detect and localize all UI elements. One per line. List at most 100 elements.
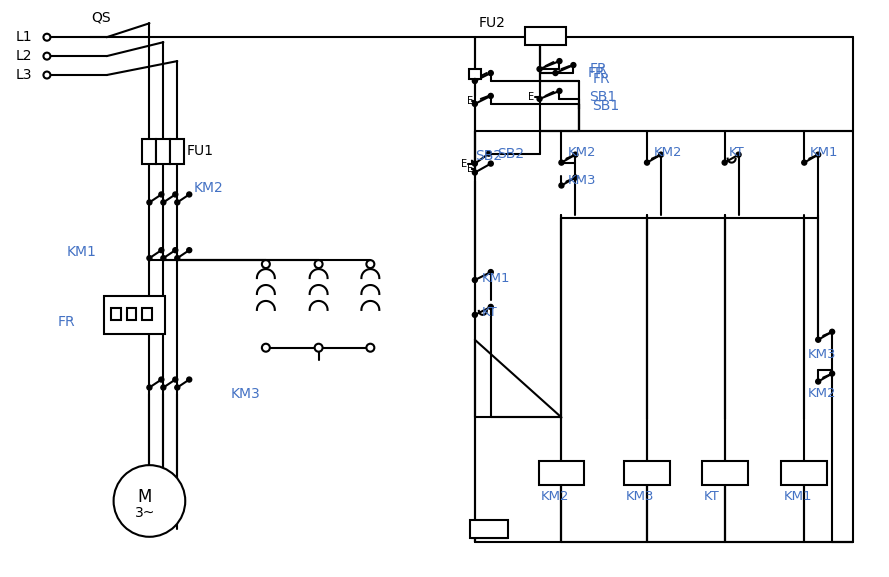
Circle shape (722, 160, 727, 165)
Circle shape (472, 170, 477, 175)
Bar (171, 138, 184, 164)
Text: FR: FR (588, 66, 605, 80)
Circle shape (537, 66, 542, 72)
Text: KM3: KM3 (231, 388, 260, 402)
Text: KM2: KM2 (541, 490, 569, 504)
Circle shape (557, 88, 562, 93)
Circle shape (559, 160, 564, 165)
Circle shape (488, 161, 493, 166)
Circle shape (262, 344, 270, 352)
Circle shape (159, 248, 164, 253)
Circle shape (472, 78, 477, 84)
Bar (624, 461, 670, 485)
Circle shape (114, 465, 185, 537)
Circle shape (366, 260, 374, 268)
Bar (472, 522, 507, 538)
Text: KT: KT (729, 146, 744, 159)
Circle shape (147, 385, 152, 390)
Circle shape (472, 278, 477, 283)
Circle shape (472, 312, 477, 317)
Bar (104, 296, 165, 334)
Circle shape (816, 338, 821, 342)
Circle shape (802, 160, 806, 165)
Bar (142, 138, 156, 164)
Text: SB2: SB2 (497, 147, 524, 160)
Circle shape (187, 248, 192, 253)
Circle shape (44, 33, 51, 41)
Circle shape (553, 70, 558, 76)
Circle shape (557, 59, 562, 63)
Circle shape (366, 344, 374, 352)
Circle shape (172, 377, 178, 382)
Circle shape (488, 305, 493, 309)
Text: KM1: KM1 (67, 245, 97, 259)
Circle shape (559, 183, 564, 188)
Circle shape (829, 371, 835, 376)
Text: L3: L3 (16, 68, 33, 82)
Circle shape (571, 62, 576, 68)
Text: KM3: KM3 (567, 174, 596, 187)
Text: E: E (527, 92, 533, 102)
Text: KM2: KM2 (193, 182, 223, 196)
Bar (525, 27, 566, 45)
Text: FU2: FU2 (479, 16, 506, 30)
Bar (539, 461, 584, 485)
Text: KM3: KM3 (808, 348, 837, 361)
Circle shape (816, 379, 821, 384)
Text: KM3: KM3 (626, 490, 654, 504)
Circle shape (262, 260, 270, 268)
Bar (701, 461, 748, 485)
Text: FU1: FU1 (187, 144, 213, 158)
Circle shape (315, 260, 323, 268)
Text: KM1: KM1 (482, 272, 510, 284)
Circle shape (472, 161, 477, 166)
Circle shape (175, 256, 180, 261)
Circle shape (488, 70, 493, 76)
Circle shape (44, 53, 51, 59)
Text: E: E (467, 96, 473, 106)
Text: KM2: KM2 (808, 387, 837, 400)
Bar (126, 308, 137, 320)
Circle shape (44, 72, 51, 78)
Text: KT: KT (704, 490, 719, 504)
Text: 3~: 3~ (134, 506, 155, 520)
Circle shape (147, 200, 152, 205)
Circle shape (488, 269, 493, 275)
Circle shape (645, 160, 650, 165)
Circle shape (161, 200, 166, 205)
Text: E: E (461, 159, 467, 168)
Circle shape (172, 192, 178, 197)
Bar (781, 461, 827, 485)
Circle shape (816, 152, 821, 157)
Circle shape (172, 248, 178, 253)
Circle shape (472, 102, 477, 106)
Circle shape (159, 377, 164, 382)
Text: KM1: KM1 (810, 146, 838, 159)
Circle shape (573, 175, 578, 180)
Text: FR: FR (592, 72, 610, 86)
Text: E: E (467, 164, 473, 174)
Circle shape (187, 192, 192, 197)
Circle shape (161, 256, 166, 261)
Bar (110, 308, 121, 320)
Text: KM1: KM1 (783, 490, 812, 504)
Text: SB2: SB2 (475, 149, 502, 163)
Bar (470, 520, 508, 538)
Circle shape (659, 152, 663, 157)
Circle shape (488, 93, 493, 99)
Bar (156, 138, 171, 164)
Text: SB1: SB1 (592, 99, 620, 113)
Circle shape (829, 329, 835, 334)
Text: L1: L1 (16, 30, 33, 44)
Circle shape (736, 152, 741, 157)
Text: KM2: KM2 (567, 146, 596, 159)
Text: FR: FR (58, 315, 76, 329)
Text: L2: L2 (16, 49, 33, 63)
Circle shape (187, 377, 192, 382)
Circle shape (175, 200, 180, 205)
Text: M: M (138, 488, 152, 506)
Circle shape (315, 344, 323, 352)
Circle shape (537, 96, 542, 102)
Circle shape (573, 152, 578, 157)
Circle shape (175, 385, 180, 390)
